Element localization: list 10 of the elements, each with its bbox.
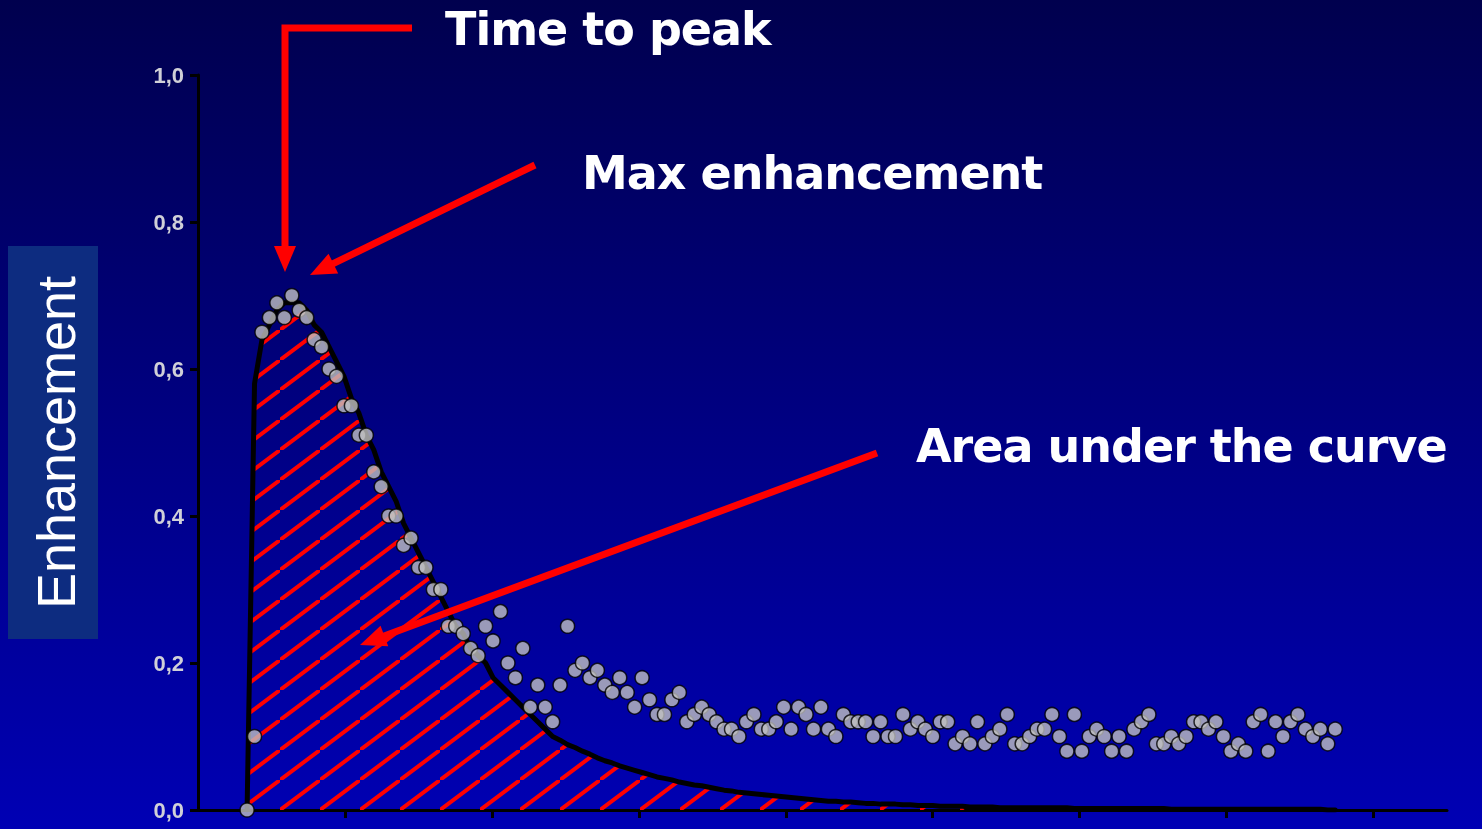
annotation: Area under the curve	[916, 419, 1447, 473]
y-tick-label: 0,4	[153, 503, 185, 529]
y-tick-label: 0,6	[153, 356, 184, 382]
y-tick-label: 0,0	[153, 797, 184, 823]
y-axis-title: Enhancement	[26, 275, 86, 610]
text: Time to peak	[445, 2, 771, 56]
annotation: Max enhancement	[582, 146, 1043, 200]
y-tick-label: 0,2	[153, 650, 184, 676]
y-tick-label: 1,0	[153, 62, 184, 88]
y-tick-label: 0,8	[153, 209, 184, 235]
